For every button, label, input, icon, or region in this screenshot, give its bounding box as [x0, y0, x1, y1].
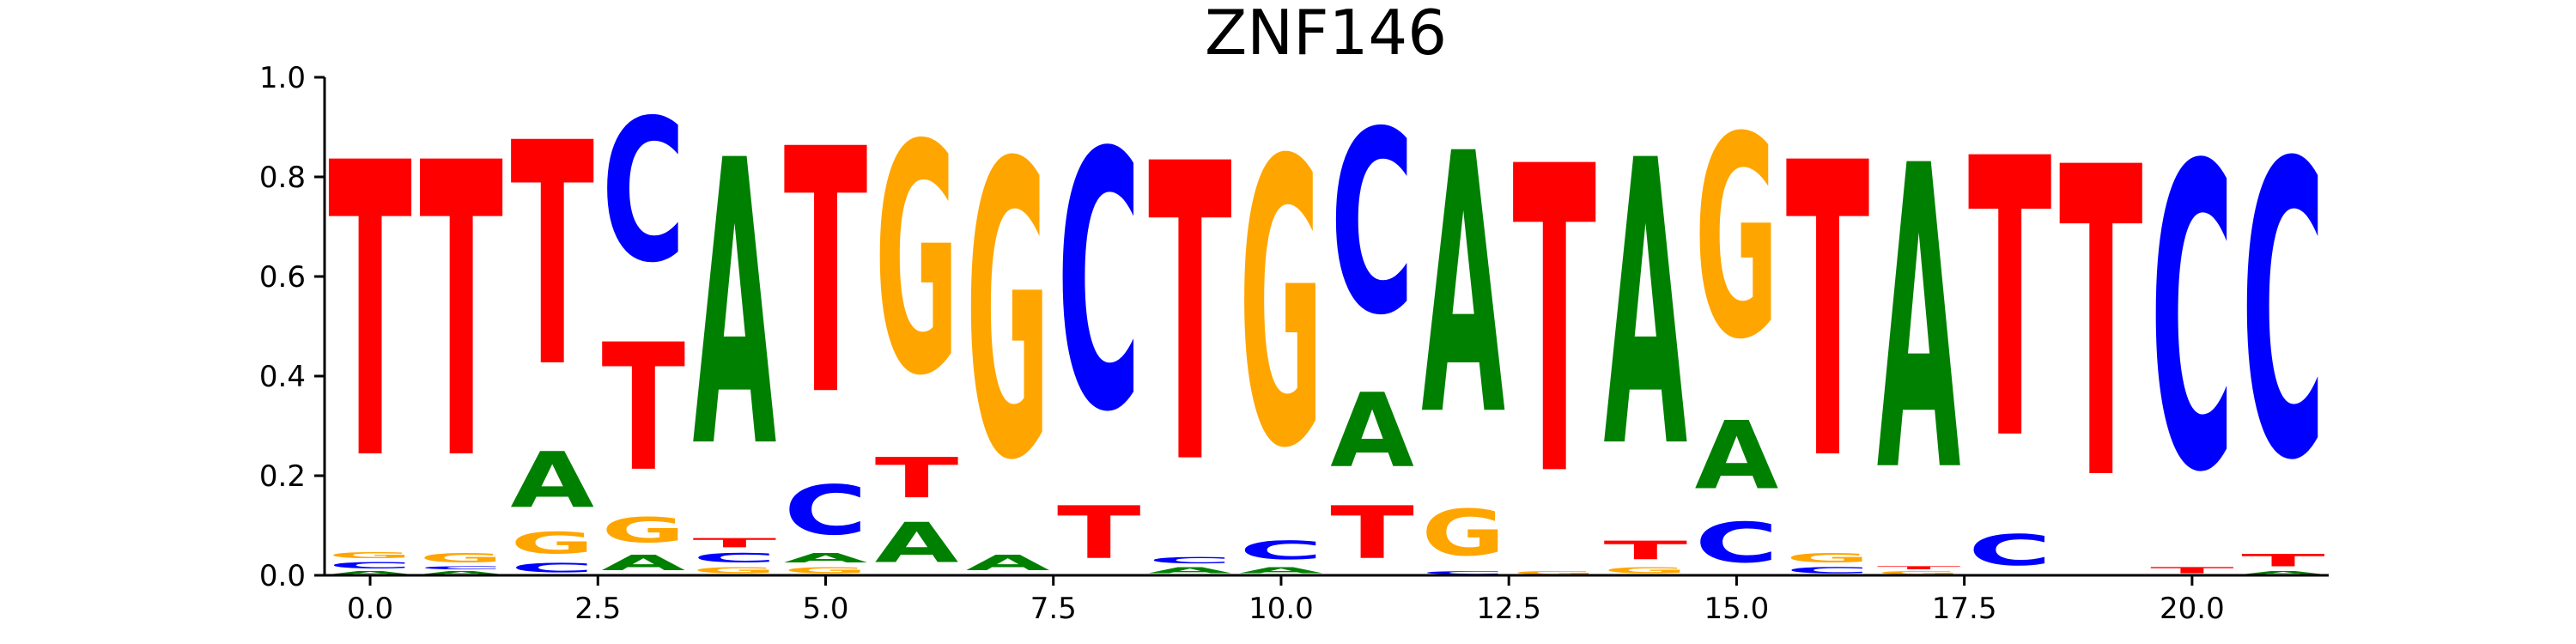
logo-letter-C-pos-12: C [1421, 570, 1505, 575]
logo-letter-C-pos-8: C [1057, 79, 1141, 490]
logo-letter-A-pos-5: A [784, 550, 868, 565]
logo-letter-A-pos-9: A [1148, 566, 1232, 576]
logo-letter-C-pos-1: C [419, 565, 503, 570]
logo-letter-G-pos-12: G [1421, 496, 1505, 570]
logo-letter-C-pos-21: C [2241, 78, 2325, 549]
logo-letter-A-pos-21: A [2241, 570, 2325, 575]
logo-letter-A-pos-3: A [602, 550, 686, 575]
logo-letter-A-pos-15: A [1695, 402, 1779, 511]
y-tick-label: 0.0 [259, 559, 306, 593]
x-tick-label: 0.0 [347, 592, 393, 626]
x-tick-label: 5.0 [802, 592, 848, 626]
logo-letter-G-pos-10: G [1239, 78, 1323, 534]
logo-letter-T-pos-19: T [2059, 79, 2143, 574]
y-axis: 0.0 0.2 0.4 0.6 0.8 1.0 [259, 61, 326, 593]
chart-title: ZNF146 [1205, 0, 1447, 69]
logo-letter-G-pos-3: G [602, 511, 686, 550]
logo-letter-G-pos-4: G [693, 565, 777, 575]
logo-letter-C-pos-16: C [1786, 565, 1870, 575]
logo-letter-G-pos-13: G [1512, 570, 1596, 575]
logo-letter-A-pos-1: A [419, 570, 503, 575]
logo-letter-A-pos-0: A [328, 570, 412, 575]
logo-letter-C-pos-0: C [328, 561, 412, 571]
logo-letter-T-pos-2: T [510, 79, 594, 435]
logo-letter-T-pos-21: T [2241, 550, 2325, 570]
logo-letter-T-pos-1: T [419, 79, 503, 550]
logo-letter-G-pos-0: G [328, 550, 412, 561]
logo-letter-A-pos-6: A [875, 511, 959, 575]
logo-letter-A-pos-2: A [510, 436, 594, 526]
logo-letter-T-pos-0: T [328, 79, 412, 550]
logo-letter-C-pos-15: C [1695, 511, 1779, 575]
logo-letter-T-pos-18: T [1968, 78, 2052, 525]
x-tick-label: 7.5 [1030, 592, 1077, 626]
logo-letter-A-pos-11: A [1330, 371, 1414, 490]
logo-letter-G-pos-16: G [1786, 550, 1870, 565]
logo-letter-C-pos-4: C [693, 550, 777, 565]
logo-letter-T-pos-6: T [875, 447, 959, 511]
logo-letter-A-pos-7: A [966, 550, 1050, 575]
logo-letter-C-pos-9: C [1148, 556, 1232, 566]
y-tick-label: 0.4 [259, 360, 306, 394]
logo-letter-G-pos-6: G [875, 79, 959, 445]
x-tick-label: 2.5 [574, 592, 621, 626]
y-tick-label: 0.6 [259, 260, 306, 295]
logo-letter-G-pos-1: G [419, 550, 503, 565]
logo-letter-A-pos-4: A [693, 77, 778, 534]
logo-letter-C-pos-5: C [784, 471, 868, 550]
x-tick-label: 20.0 [2160, 592, 2225, 626]
logo-letter-T-pos-3: T [602, 307, 686, 510]
logo-letter-G-pos-17: G [1877, 570, 1961, 575]
logo-letter-T-pos-17: T [1877, 565, 1961, 570]
logo-letter-T-pos-5: T [784, 77, 868, 470]
logo-letter-T-pos-20: T [2150, 565, 2234, 575]
y-tick-label: 0.2 [259, 459, 306, 494]
y-tick-label: 0.8 [259, 161, 306, 195]
x-tick-label: 15.0 [1704, 592, 1770, 626]
logo-letter-C-pos-11: C [1330, 77, 1414, 370]
logo-letter-C-pos-3: C [602, 79, 686, 307]
logo-letter-T-pos-14: T [1604, 536, 1688, 566]
logo-letter-T-pos-13: T [1512, 79, 1596, 570]
x-axis: 0.0 2.5 5.0 7.5 10.0 12.5 15.0 17.5 20.0 [325, 574, 2329, 626]
logo-letter-A-pos-17: A [1877, 78, 1962, 563]
logo-letter-T-pos-8: T [1057, 491, 1141, 575]
logo-letter-A-pos-14: A [1604, 77, 1689, 534]
logo-letter-T-pos-11: T [1330, 491, 1414, 575]
logo-letter-T-pos-4: T [693, 536, 777, 550]
logo-letter-T-pos-16: T [1786, 79, 1870, 550]
logo-letter-A-pos-12: A [1421, 77, 1506, 495]
logo-letter-C-pos-18: C [1968, 526, 2052, 575]
logo-letter-C-pos-2: C [510, 561, 594, 575]
x-tick-label: 10.0 [1249, 592, 1314, 626]
logo-letter-G-pos-2: G [510, 526, 594, 560]
logo-letter-C-pos-10: C [1239, 536, 1323, 566]
logo-letter-G-pos-5: G [784, 565, 868, 575]
x-tick-label: 12.5 [1476, 592, 1541, 626]
logo-letter-G-pos-7: G [966, 78, 1050, 549]
logo-letter-G-pos-15: G [1695, 79, 1779, 400]
x-tick-label: 17.5 [1932, 592, 1997, 626]
y-tick-label: 1.0 [259, 61, 306, 95]
logo-letter-C-pos-20: C [2150, 77, 2234, 563]
logo-letter-T-pos-9: T [1148, 78, 1232, 554]
logo-letter-A-pos-10: A [1239, 566, 1323, 576]
logo-letter-G-pos-14: G [1604, 565, 1688, 575]
